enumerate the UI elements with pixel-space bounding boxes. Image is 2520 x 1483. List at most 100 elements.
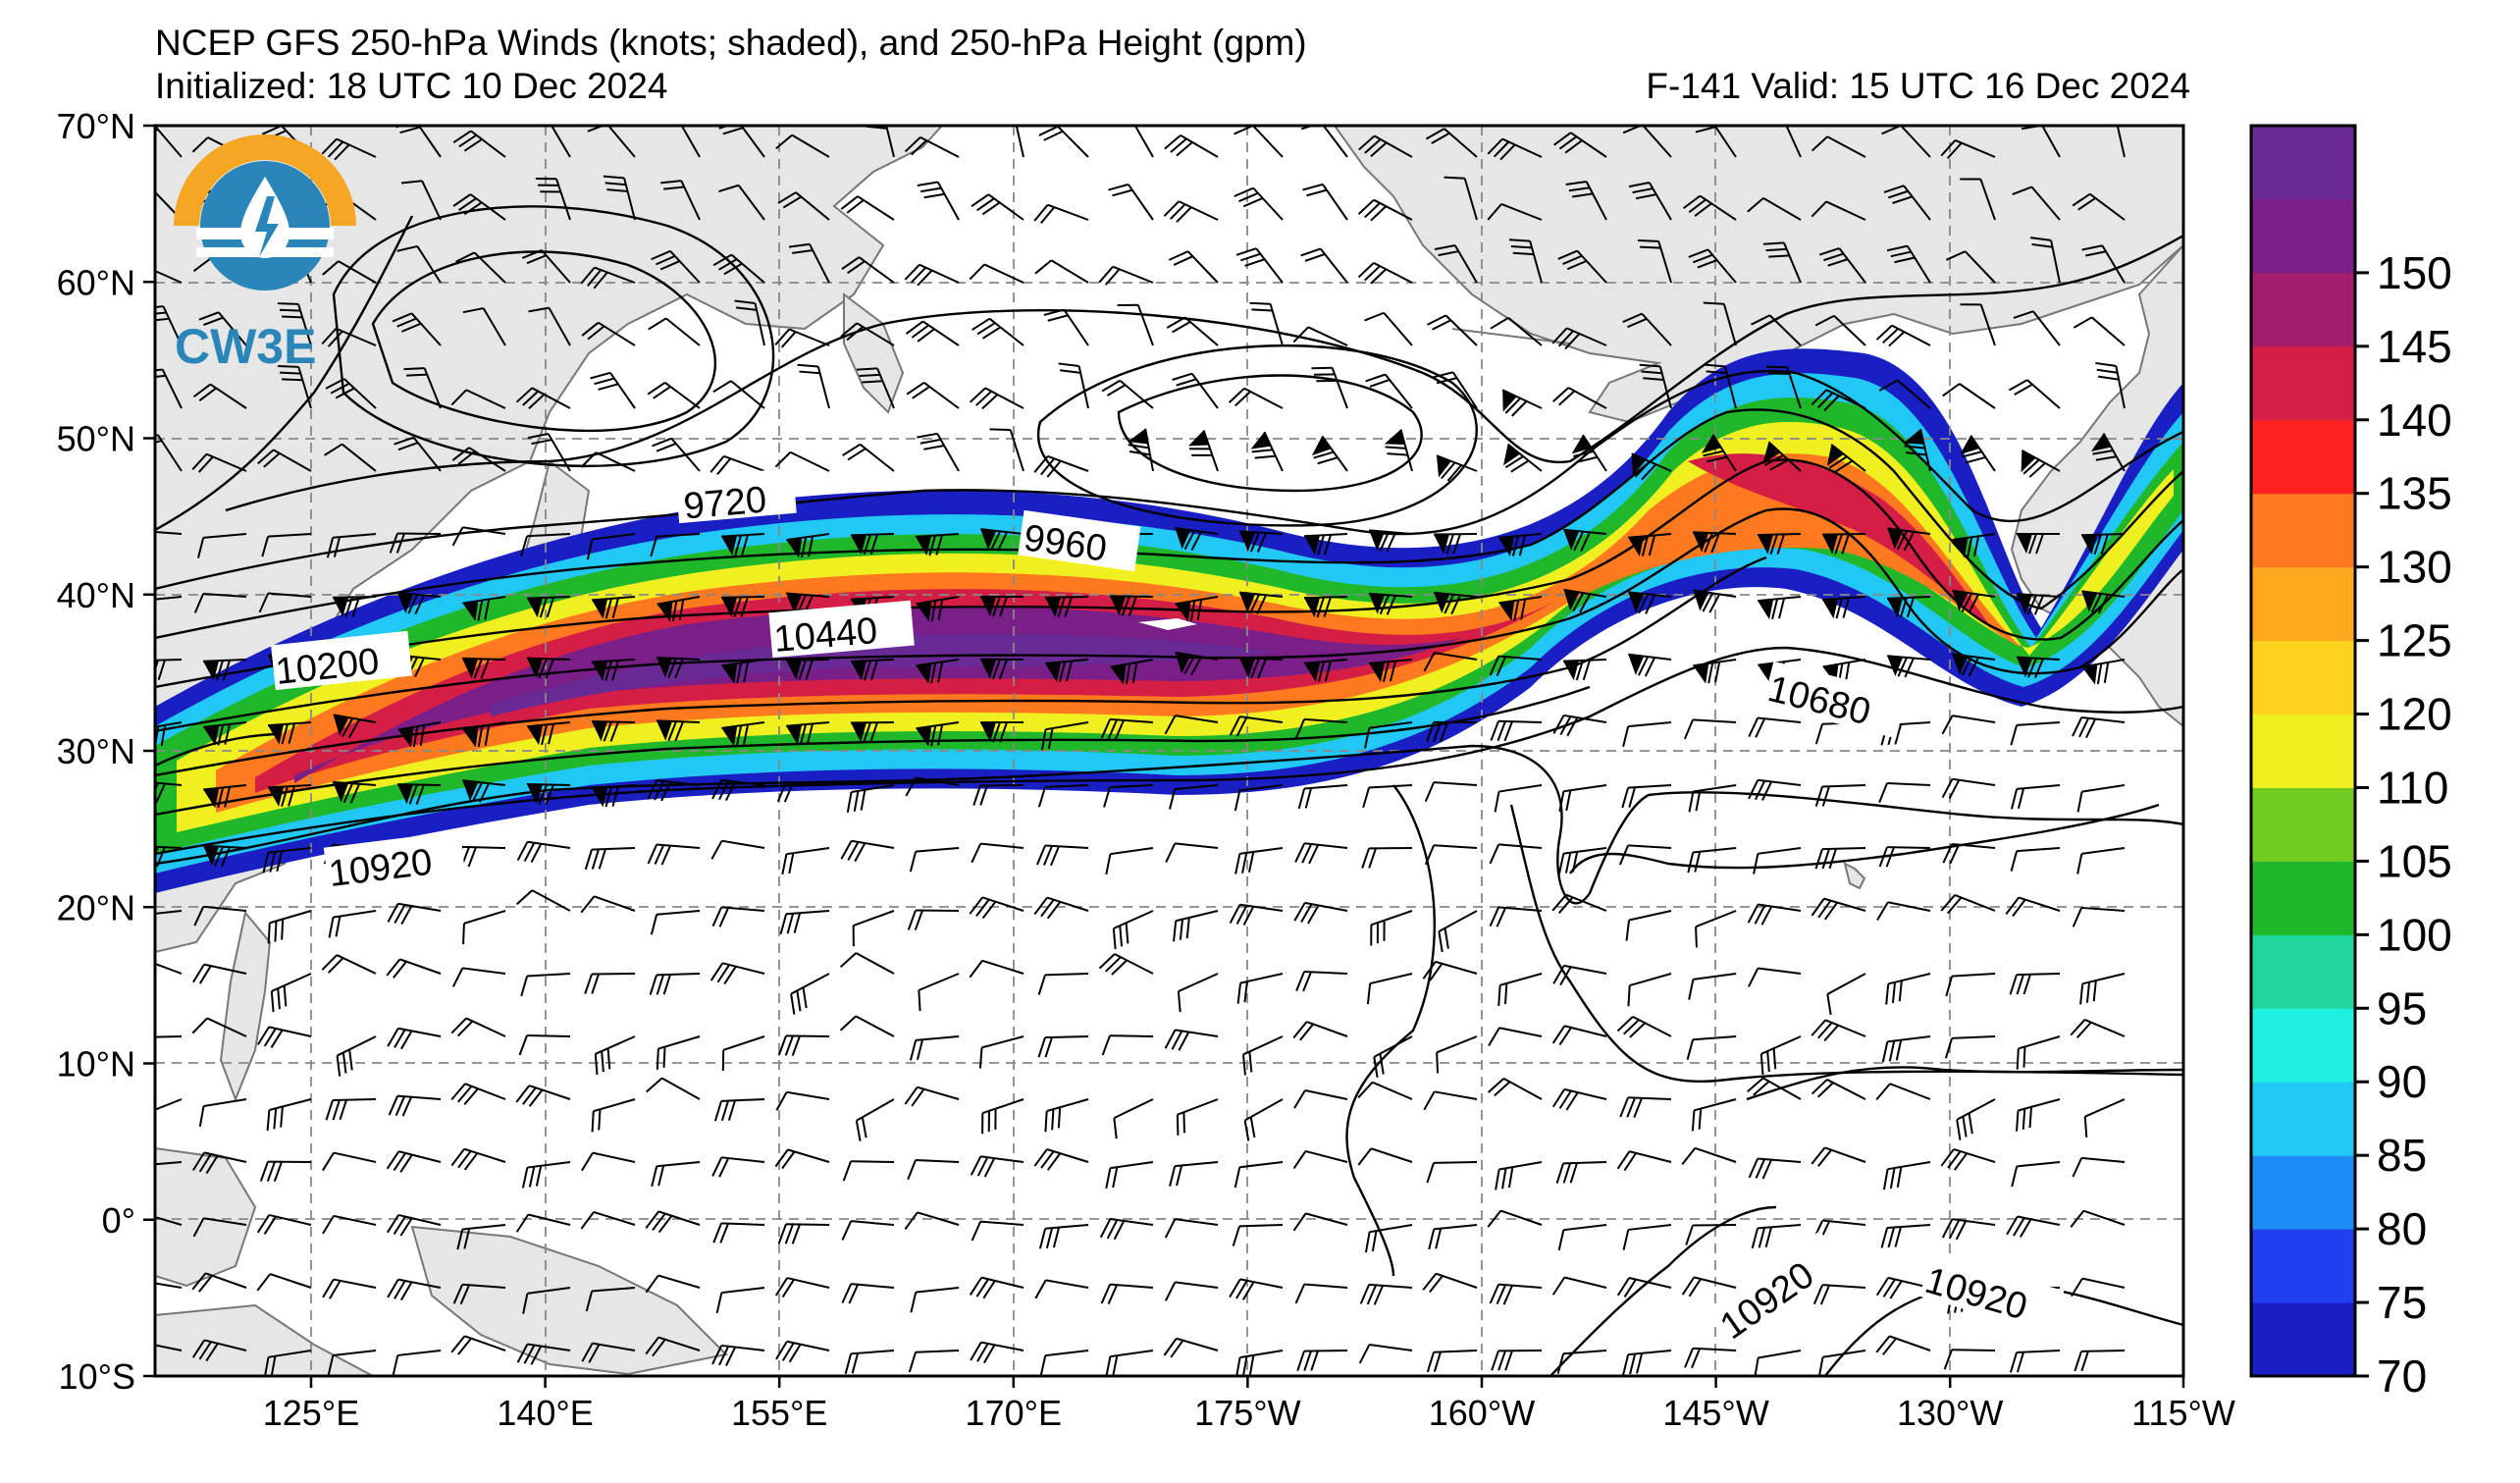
wind-barb <box>266 1098 312 1132</box>
wind-barb <box>1038 126 1089 158</box>
wind-barb <box>2072 715 2126 739</box>
wind-barb <box>1177 973 1219 1013</box>
colorbar-segment <box>2251 1082 2355 1156</box>
wind-barb <box>1628 653 1672 677</box>
wind-barb <box>2081 590 2126 614</box>
wind-barb <box>1238 657 1284 679</box>
wind-barb <box>989 428 1024 472</box>
wind-barb <box>840 195 895 221</box>
wind-barb <box>263 1350 312 1376</box>
wind-barb <box>1748 778 1802 801</box>
wind-barb <box>397 592 442 615</box>
lon-label: 160°W <box>1429 1393 1535 1433</box>
wind-barb <box>1875 1083 1931 1101</box>
wind-barb <box>647 779 701 802</box>
wind-barb <box>2021 450 2061 478</box>
wind-barb <box>969 263 1024 284</box>
wind-barb <box>1960 435 1996 472</box>
wind-barb <box>1886 596 1931 618</box>
wind-barb <box>1169 784 1219 810</box>
wind-barb <box>650 910 701 935</box>
wind-barb <box>2029 237 2061 284</box>
colorbar-label: 140 <box>2377 395 2452 446</box>
wind-barb <box>2072 906 2126 927</box>
wind-barb <box>1370 910 1413 946</box>
wind-barb <box>1688 973 1737 1000</box>
wind-barb <box>797 363 830 409</box>
wind-barb <box>1164 1218 1219 1239</box>
wind-barb <box>979 658 1024 680</box>
wind-barb <box>656 656 701 679</box>
wind-barb <box>1880 1224 1931 1248</box>
wind-barb <box>278 364 312 409</box>
wind-barb <box>1304 659 1348 682</box>
wind-barb <box>1571 434 1607 472</box>
wind-barb <box>1422 1272 1478 1294</box>
colorbar-segment <box>2251 272 2355 347</box>
wind-barb <box>1362 784 1413 809</box>
wind-barb <box>515 889 571 912</box>
wind-barb <box>267 910 312 944</box>
land-aleutians <box>1451 328 1571 344</box>
wind-barb <box>1945 973 1996 997</box>
wind-barb <box>1302 183 1348 221</box>
colorbar-label: 120 <box>2377 689 2452 740</box>
colorbar-segment <box>2251 198 2355 274</box>
lat-label: 10°N <box>57 1044 135 1085</box>
wind-barb <box>1751 1224 1802 1249</box>
wind-barb <box>916 659 960 684</box>
wind-barb <box>1101 379 1154 409</box>
wind-barb <box>1432 371 1478 409</box>
wind-barb <box>191 1017 247 1037</box>
wind-barb <box>781 847 830 875</box>
wind-barb <box>841 256 895 284</box>
colorbar-label: 100 <box>2377 909 2452 960</box>
wind-barb <box>1424 844 1478 866</box>
wind-barb <box>258 592 312 613</box>
wind-barb <box>1357 1147 1413 1166</box>
wind-barb <box>451 967 506 987</box>
wind-barb <box>1058 362 1089 409</box>
wind-barb <box>1228 387 1284 409</box>
wind-barb <box>1013 126 1024 158</box>
wind-barb <box>1563 528 1607 552</box>
wind-barb <box>907 1159 960 1181</box>
wind-barb <box>392 312 442 346</box>
wind-barb <box>396 244 442 284</box>
lon-label: 115°W <box>2131 1393 2235 1433</box>
wind-barb <box>971 1220 1024 1242</box>
colorbar-segment <box>2251 493 2355 568</box>
wind-barb <box>462 596 506 621</box>
wind-barb <box>1875 1335 1931 1355</box>
wind-barb <box>1100 1283 1154 1304</box>
wind-barb <box>1434 591 1478 615</box>
wind-barb <box>841 1283 895 1304</box>
wind-barb <box>1165 842 1219 863</box>
wind-barb <box>1242 1035 1284 1076</box>
wind-barb <box>1364 1224 1413 1253</box>
wind-barb <box>257 1026 312 1048</box>
wind-barb <box>909 1035 960 1061</box>
colorbar-segment <box>2251 934 2355 1009</box>
wind-barb <box>1239 530 1284 553</box>
wind-barb <box>1882 1161 1931 1191</box>
wind-barb <box>336 1035 377 1077</box>
wind-barb <box>387 1027 442 1050</box>
wind-barb <box>1883 185 1931 221</box>
wind-barb <box>908 1350 960 1373</box>
wind-barb <box>1748 1157 1802 1180</box>
wind-barb <box>1490 316 1543 346</box>
wind-barb <box>1364 721 1413 749</box>
wind-barb <box>1943 1349 1996 1370</box>
colorbar-label: 150 <box>2377 247 2452 298</box>
wind-barb <box>333 780 377 804</box>
wind-barb <box>1757 533 1802 556</box>
wind-barb <box>1112 910 1154 950</box>
wind-barb <box>656 719 701 742</box>
wind-barb <box>1037 1035 1089 1058</box>
land-australia <box>155 1303 374 1376</box>
wind-barb <box>840 839 895 863</box>
wind-barb <box>1557 847 1607 874</box>
colorbar: 70 75 80 85 90 95 100 105 110 120 125 130 135 140 145 1… <box>2249 124 2452 1402</box>
